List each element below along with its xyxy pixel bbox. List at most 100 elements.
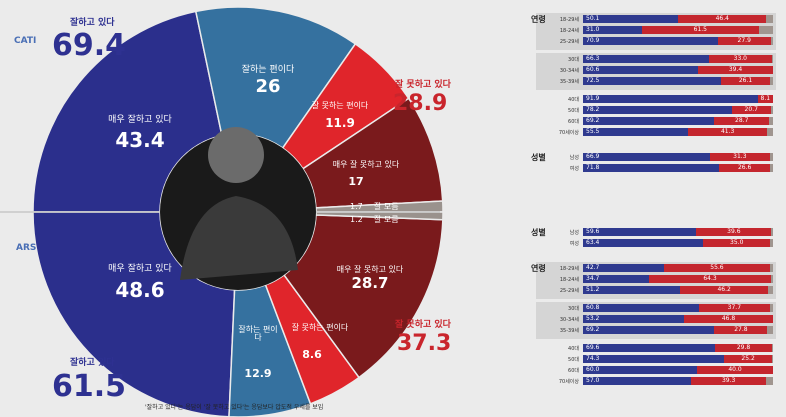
- group-label: 성별: [531, 228, 546, 237]
- bar-segment: 39.3: [691, 377, 766, 385]
- cati-slice-label-somewhat-bad: 잘 못하는 편이다: [311, 101, 369, 110]
- ars-negative-label: 잘 못하고 있다: [395, 320, 451, 330]
- row-label: 40대: [568, 97, 579, 103]
- bar-segment: 60.0: [583, 366, 697, 374]
- bar-segment: 20.7: [731, 106, 771, 114]
- stacked-bar: 53.2 46.8: [583, 315, 773, 323]
- group-label: 연령: [531, 264, 546, 273]
- bar-value-label: 39.6: [727, 228, 741, 235]
- ars-slice-value-somewhat-good: 12.9: [244, 367, 272, 380]
- bar-value-label: 40.0: [728, 366, 742, 373]
- bar-segment: 46.8: [684, 315, 773, 323]
- center-photo-body: [180, 196, 298, 280]
- bar-value-label: 35.0: [730, 239, 744, 246]
- bar-value-label: 69.2: [586, 117, 600, 124]
- row-label: 30대: [568, 306, 579, 312]
- bar-segment: 55.6: [664, 264, 770, 272]
- bar-segment: [758, 26, 773, 34]
- bar-segment: 60.6: [583, 66, 699, 74]
- stacked-bar: 57.0 39.3: [583, 377, 773, 385]
- cati-slice-label-unknown: 잘 모름: [374, 202, 399, 211]
- group-label: 연령: [531, 15, 546, 24]
- bar-segment: [770, 37, 773, 45]
- bar-segment: 8.1: [757, 95, 773, 103]
- bar-value-label: 61.5: [693, 26, 707, 33]
- bar-segment: 28.7: [714, 117, 769, 125]
- bar-segment: [770, 304, 773, 312]
- bar-segment: [767, 326, 773, 334]
- ars-slice-label-very-good: 매우 잘하고 있다: [108, 264, 172, 274]
- bar-segment: 69.2: [583, 117, 715, 125]
- stacked-bar: 60.8 37.7: [583, 304, 773, 312]
- bar-value-label: 57.0: [586, 377, 600, 384]
- bar-value-label: 71.8: [586, 164, 600, 171]
- row-label: 25-29세: [559, 39, 579, 45]
- bar-value-label: 69.2: [586, 326, 600, 333]
- row-label: 40대: [568, 346, 579, 352]
- ars-donut-slices: [32, 211, 444, 417]
- row-label: 30-34세: [559, 317, 579, 323]
- row-label: 50대: [568, 108, 579, 114]
- bar-value-label: 27.9: [737, 37, 751, 44]
- bar-value-label: 78.2: [586, 106, 600, 113]
- bar-segment: 27.8: [714, 326, 768, 334]
- row-label: 70세이상: [558, 379, 579, 385]
- bar-value-label: 46.4: [715, 15, 729, 22]
- row-label: 18-29세: [559, 17, 579, 23]
- stacked-bar: 55.5 41.3: [583, 128, 773, 136]
- bar-segment: [770, 106, 773, 114]
- stacked-bar: 63.4 35.0: [583, 239, 773, 247]
- bar-value-label: 74.3: [586, 355, 600, 362]
- stacked-bar: 74.3 25.2: [583, 355, 773, 363]
- bar-segment: [771, 344, 773, 352]
- bar-segment: 64.3: [648, 275, 772, 283]
- bar-segment: [768, 117, 773, 125]
- row-label: 남성: [569, 230, 579, 236]
- ars-slice-value-very-good: 48.6: [115, 278, 165, 302]
- bar-value-label: 60.0: [586, 366, 600, 373]
- bar-segment: 55.5: [583, 128, 689, 136]
- bar-value-label: 39.4: [728, 66, 743, 73]
- bar-segment: 40.0: [697, 366, 773, 374]
- cati-positive-label: 잘하고 있다: [70, 18, 115, 28]
- bar-value-label: 20.7: [744, 106, 758, 113]
- ars-slice-label-somewhat-bad: 잘 못하는 편이다: [291, 323, 349, 332]
- row-label: 35-39세: [559, 328, 579, 334]
- bar-value-label: 42.7: [586, 264, 600, 271]
- bar-segment: 61.5: [641, 26, 759, 34]
- stacked-bar: 31.0 61.5: [583, 26, 773, 34]
- cati-slice-value-somewhat-bad: 11.9: [325, 116, 355, 130]
- row-label: 25-29세: [559, 288, 579, 294]
- bar-value-label: 64.3: [703, 275, 717, 282]
- bar-value-label: 72.5: [586, 77, 600, 84]
- bar-value-label: 69.6: [586, 344, 600, 351]
- bar-segment: 35.0: [703, 239, 770, 247]
- bar-segment: 51.2: [583, 286, 681, 294]
- bar-segment: [769, 239, 773, 247]
- bar-segment: 91.9: [583, 95, 758, 103]
- bar-segment: 66.3: [583, 55, 709, 63]
- bar-segment: 72.5: [583, 77, 721, 85]
- stacked-bar: 71.8 26.6: [583, 164, 773, 172]
- bar-segment: 26.6: [719, 164, 770, 172]
- stacked-bar: 72.5 26.1: [583, 77, 773, 85]
- bar-value-label: 55.6: [710, 264, 724, 271]
- stacked-bar: 34.7 64.3: [583, 275, 773, 283]
- footnote: '잘하고 있다'는 응답이 '잘 못하고 있다'는 응답보다 압도적 우세를 보…: [145, 404, 324, 411]
- stacked-bar: 60.6 39.4: [583, 66, 773, 74]
- bar-value-label: 51.2: [586, 286, 600, 293]
- bar-value-label: 33.0: [733, 55, 747, 62]
- row-label: 여성: [569, 241, 579, 247]
- bar-segment: 39.6: [696, 228, 772, 236]
- ars-method-label: ARS: [16, 243, 37, 253]
- bar-value-label: 31.0: [586, 26, 600, 33]
- bar-value-label: 39.3: [721, 377, 736, 384]
- bar-value-label: 66.9: [586, 153, 600, 160]
- row-label: 60대: [568, 119, 579, 125]
- bar-segment: [771, 55, 773, 63]
- row-label: 60대: [568, 368, 579, 374]
- cati-slice-label-very-good: 매우 잘하고 있다: [108, 115, 172, 125]
- cati-slice-value-unknown: 1.7: [350, 202, 363, 211]
- cati-positive-value: 69.4: [52, 28, 127, 63]
- stacked-bar: 69.6 29.8: [583, 344, 773, 352]
